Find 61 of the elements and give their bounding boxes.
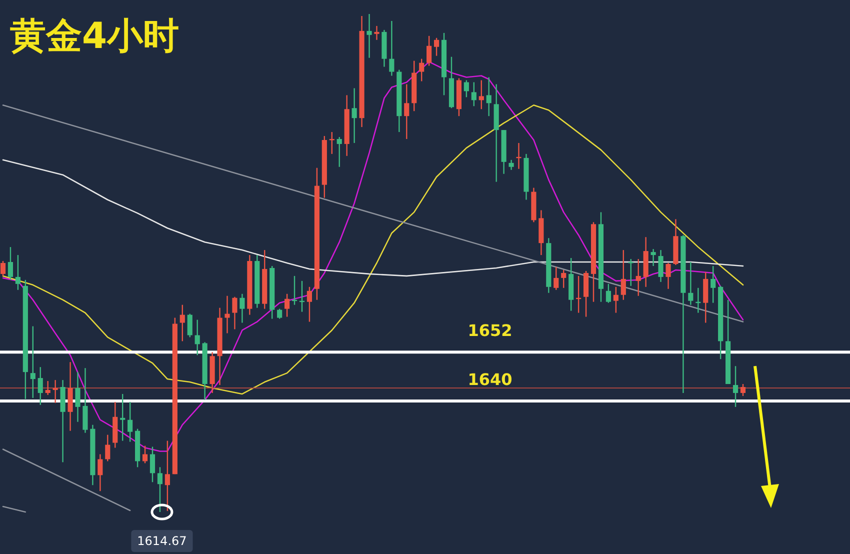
- candlestick: [583, 270, 589, 318]
- candlestick: [128, 401, 133, 442]
- candlestick: [688, 261, 694, 306]
- candlestick: [486, 76, 492, 117]
- candlestick: [164, 440, 170, 512]
- candlestick: [15, 254, 20, 290]
- candlestick: [710, 265, 716, 304]
- candlestick: [419, 58, 424, 82]
- candlestick: [658, 249, 664, 283]
- candlestick: [336, 136, 342, 168]
- candlestick: [650, 248, 656, 267]
- candlestick: [404, 84, 410, 140]
- candlestick: [636, 258, 641, 296]
- candlestick: [366, 13, 372, 58]
- chart-title: 黄金4小时: [10, 16, 180, 57]
- candlestick: [30, 326, 36, 399]
- candlestick: [478, 80, 484, 110]
- candlestick: [352, 88, 357, 144]
- candlestick: [464, 80, 469, 98]
- candlestick: [240, 293, 245, 324]
- candlestick: [224, 295, 230, 334]
- candlestick: [703, 271, 708, 324]
- candlestick: [434, 37, 440, 56]
- candlestick: [142, 445, 148, 464]
- candlestick: [52, 379, 58, 404]
- candlestick: [666, 262, 671, 290]
- candlestick: [150, 446, 156, 483]
- annotation: 1614.67: [131, 530, 193, 552]
- candlestick: [306, 286, 312, 322]
- candlestick: [45, 380, 50, 396]
- candlestick: [471, 82, 476, 107]
- candlestick: [157, 466, 163, 513]
- candlestick: [740, 383, 746, 397]
- candlestick: [561, 269, 566, 288]
- candlestick: [98, 454, 103, 492]
- candlestick: [0, 260, 6, 277]
- candlestick: [613, 286, 618, 314]
- candlestick: [508, 159, 514, 170]
- candlestick: [606, 283, 611, 304]
- candlestick: [68, 362, 73, 432]
- candlestick: [82, 367, 88, 434]
- annotation: 1652: [468, 321, 512, 340]
- candlestick: [120, 393, 126, 442]
- candlestick: [374, 25, 380, 40]
- candlestick: [277, 308, 282, 320]
- candlestick: [389, 20, 394, 76]
- candlestick: [75, 371, 80, 422]
- candlestick: [516, 142, 522, 170]
- candlestick: [554, 266, 559, 290]
- candlestick: [8, 246, 14, 281]
- candlestick: [105, 434, 110, 462]
- candlestick: [732, 365, 738, 408]
- annotation: 1640: [468, 370, 512, 389]
- candlestick: [232, 296, 238, 330]
- candlestick: [426, 35, 432, 66]
- candlestick: [620, 249, 626, 300]
- candlestick: [194, 319, 200, 356]
- candlestick: [38, 366, 43, 406]
- candlestick: [187, 313, 192, 338]
- candlestick: [180, 304, 185, 342]
- candlestick: [284, 293, 290, 318]
